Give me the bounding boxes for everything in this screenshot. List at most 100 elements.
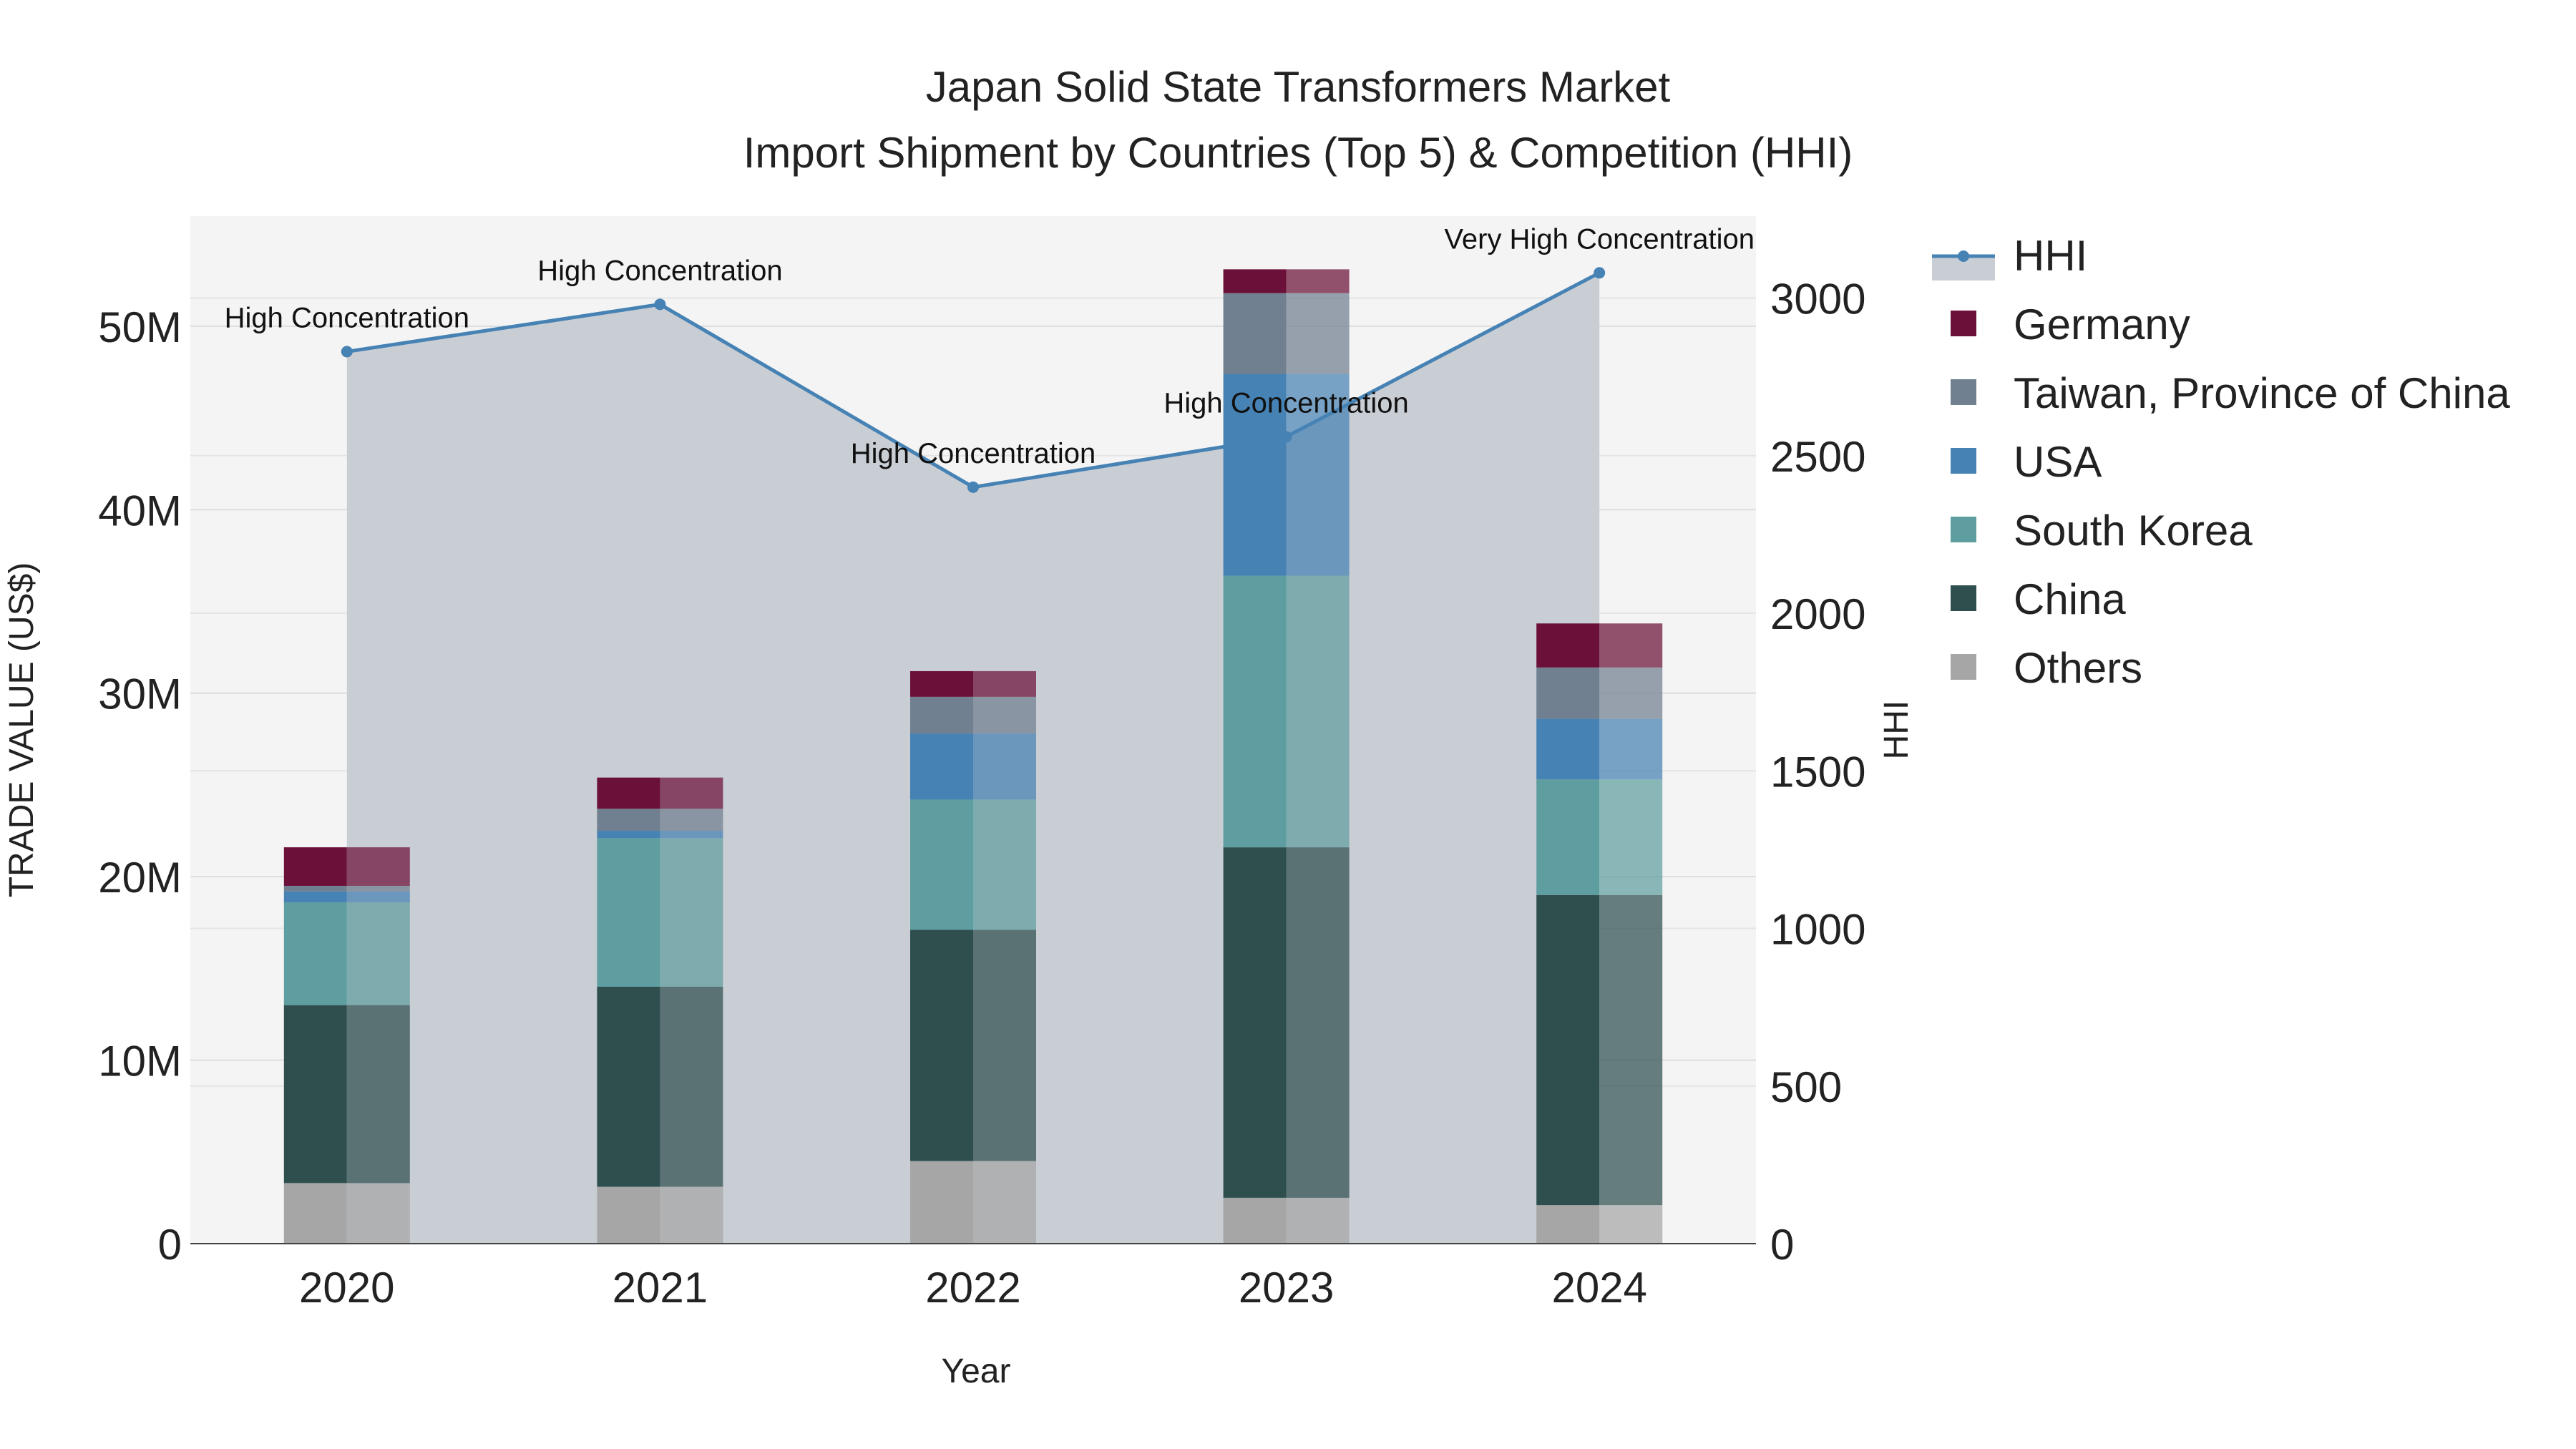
y2-axis-title: HHI	[1878, 701, 1916, 760]
bar-taiwan-province-of-china-2020	[283, 885, 347, 892]
bar-china-2023-overlap	[1286, 847, 1350, 1198]
bar-south-korea-2023-overlap	[1286, 575, 1350, 848]
hhi-annotation-2023: High Concentration	[1163, 387, 1408, 419]
bar-usa-2021	[597, 831, 660, 839]
bar-usa-2024-overlap	[1599, 718, 1663, 780]
bar-china-2024-overlap	[1599, 894, 1663, 1206]
bar-china-2020	[283, 1005, 347, 1184]
y2-tick-label: 1500	[1770, 748, 1865, 796]
x-tick-label-2024: 2024	[1551, 1264, 1646, 1312]
hhi-point-2023	[1280, 431, 1292, 443]
y-tick-label: 10M	[98, 1038, 182, 1085]
y2-tick-label: 3000	[1770, 275, 1865, 323]
y2-tick-label: 2000	[1770, 590, 1865, 638]
bar-others-2024	[1536, 1205, 1600, 1244]
bar-others-2020	[283, 1183, 347, 1244]
hhi-point-2024	[1594, 267, 1606, 279]
bar-germany-2024	[1536, 623, 1600, 668]
legend: HHI Germany Taiwan, Province of China USA So…	[1932, 232, 2510, 692]
bar-germany-2021	[597, 777, 660, 809]
bar-china-2021	[597, 987, 660, 1187]
bar-south-korea-2023	[1223, 575, 1287, 848]
hhi-point-2020	[341, 346, 353, 358]
chart-title: Japan Solid State Transformers Market	[926, 63, 1671, 111]
legend-swatch-taiwan-province-of-china	[1951, 379, 1976, 405]
bar-south-korea-2022	[910, 799, 973, 930]
hhi-annotation-2021: High Concentration	[537, 255, 782, 286]
bar-others-2020-overlap	[346, 1183, 410, 1244]
x-tick-label-2023: 2023	[1239, 1264, 1334, 1312]
bar-china-2022-overlap	[973, 930, 1036, 1161]
bar-germany-2022-overlap	[973, 670, 1036, 697]
bar-others-2024-overlap	[1599, 1205, 1663, 1244]
legend-label-others: Others	[2014, 644, 2142, 692]
bar-usa-2021-overlap	[660, 831, 723, 839]
y2-tick-label: 0	[1770, 1221, 1794, 1269]
legend-swatch-china	[1951, 585, 1976, 611]
x-axis-title: Year	[942, 1352, 1011, 1390]
y-tick-label: 50M	[98, 303, 182, 351]
bar-china-2023	[1223, 847, 1287, 1198]
bar-germany-2024-overlap	[1599, 623, 1663, 668]
bar-germany-2020	[283, 847, 347, 886]
legend-label-hhi: HHI	[2014, 232, 2087, 280]
bar-south-korea-2021-overlap	[660, 838, 723, 987]
bar-taiwan-province-of-china-2022-overlap	[973, 696, 1036, 734]
hhi-annotation-2022: High Concentration	[851, 438, 1096, 469]
bar-taiwan-province-of-china-2020-overlap	[346, 885, 410, 892]
bar-usa-2022	[910, 733, 973, 800]
bar-south-korea-2020-overlap	[346, 902, 410, 1005]
y-tick-label: 30M	[98, 670, 182, 718]
bar-germany-2022	[910, 670, 973, 697]
bar-taiwan-province-of-china-2021	[597, 809, 660, 831]
legend-swatch-south-korea	[1951, 517, 1976, 542]
bar-others-2021	[597, 1186, 660, 1244]
legend-label-china: China	[2014, 575, 2126, 623]
bar-germany-2020-overlap	[346, 847, 410, 886]
hhi-point-2021	[654, 298, 666, 311]
bar-usa-2024	[1536, 718, 1600, 780]
bar-others-2023	[1223, 1197, 1287, 1244]
y2-tick-label: 1000	[1770, 906, 1865, 954]
bar-taiwan-province-of-china-2022	[910, 696, 973, 734]
bar-south-korea-2020	[283, 902, 347, 1005]
y-axis-title: TRADE VALUE (US$)	[3, 562, 41, 898]
bar-others-2022-overlap	[973, 1161, 1036, 1244]
legend-swatch-others	[1951, 654, 1976, 680]
bar-usa-2020	[283, 891, 347, 903]
bar-usa-2020-overlap	[346, 891, 410, 903]
legend-swatch-germany	[1951, 311, 1976, 336]
x-tick-label-2022: 2022	[925, 1264, 1020, 1312]
bar-china-2021-overlap	[660, 987, 723, 1187]
bar-south-korea-2022-overlap	[973, 799, 1036, 930]
y2-tick-label: 500	[1770, 1063, 1842, 1111]
bar-usa-2022-overlap	[973, 733, 1036, 800]
y-tick-label: 20M	[98, 854, 182, 902]
bar-south-korea-2021	[597, 838, 660, 987]
x-tick-label-2021: 2021	[613, 1264, 708, 1312]
bar-south-korea-2024	[1536, 779, 1600, 895]
bar-germany-2021-overlap	[660, 777, 723, 809]
bar-others-2023-overlap	[1286, 1197, 1350, 1244]
bar-south-korea-2024-overlap	[1599, 779, 1663, 895]
bar-china-2020-overlap	[346, 1005, 410, 1184]
legend-label-taiwan-province-of-china: Taiwan, Province of China	[2014, 369, 2510, 417]
bar-others-2022	[910, 1161, 973, 1244]
bar-taiwan-province-of-china-2023	[1223, 293, 1287, 374]
x-tick-label-2020: 2020	[299, 1264, 394, 1312]
legend-label-germany: Germany	[2014, 301, 2190, 348]
chart-subtitle: Import Shipment by Countries (Top 5) & C…	[743, 129, 1853, 177]
hhi-point-2022	[967, 481, 979, 493]
y2-tick-label: 2500	[1770, 433, 1865, 481]
bar-taiwan-province-of-china-2024-overlap	[1599, 667, 1663, 719]
hhi-annotation-2020: High Concentration	[225, 302, 469, 333]
bar-china-2022	[910, 930, 973, 1161]
y-tick-label: 40M	[98, 487, 182, 535]
legend-label-south-korea: South Korea	[2014, 507, 2253, 555]
y-tick-label: 0	[158, 1221, 182, 1269]
bar-germany-2023	[1223, 269, 1287, 293]
bar-taiwan-province-of-china-2024	[1536, 667, 1600, 719]
hhi-annotation-2024: Very High Concentration	[1444, 223, 1755, 255]
bar-others-2021-overlap	[660, 1186, 723, 1244]
